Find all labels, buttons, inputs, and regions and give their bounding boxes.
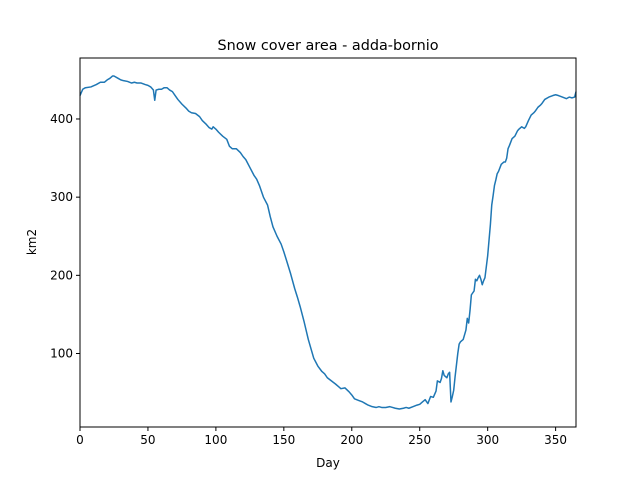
x-tick-label: 100 [204,433,227,447]
y-tick-label: 300 [50,190,73,204]
series-line-0 [79,75,577,410]
x-axis-label: Day [316,456,340,470]
y-tick-label: 200 [50,268,73,282]
x-tick-label: 200 [340,433,363,447]
chart-title: Snow cover area - adda-bornio [217,38,438,54]
x-tick-label: 50 [140,433,155,447]
x-tick-label: 250 [408,433,431,447]
y-tick-label: 100 [50,347,73,361]
y-tick-label: 400 [50,112,73,126]
x-tick-label: 150 [272,433,295,447]
ticks-layer: 0 50 100 150 200 250 300 350 100 200 300 400 [50,112,567,447]
plot-frame [79,57,577,428]
x-tick-label: 350 [544,433,567,447]
line-layer [79,75,577,410]
y-axis-label: km2 [25,229,39,255]
x-tick-label: 300 [476,433,499,447]
x-tick-label: 0 [76,433,84,447]
